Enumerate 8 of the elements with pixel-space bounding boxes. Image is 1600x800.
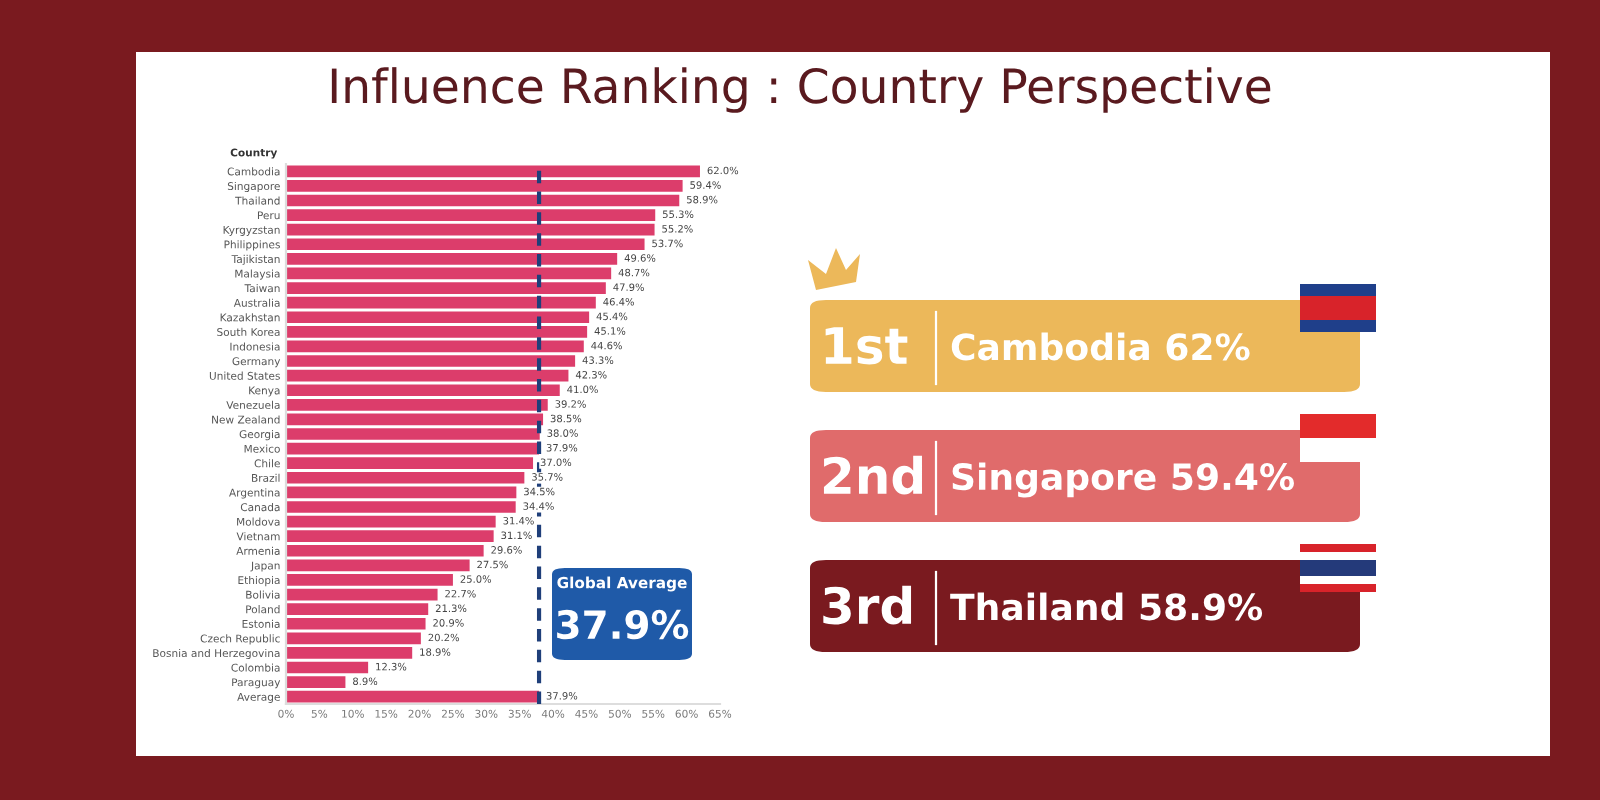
text: 3rd bbox=[823, 585, 912, 625]
text: 1st bbox=[825, 327, 908, 365]
text: Thailand 58.9% bbox=[950, 592, 1263, 621]
text: Singapore 59.4% bbox=[952, 462, 1294, 498]
text: 2nd bbox=[823, 455, 922, 495]
chart-title: Influence Ranking : Country Perspective bbox=[331, 67, 1271, 113]
text: Cambodia 62% bbox=[951, 332, 1250, 361]
annotation: 37.9% bbox=[557, 609, 689, 640]
